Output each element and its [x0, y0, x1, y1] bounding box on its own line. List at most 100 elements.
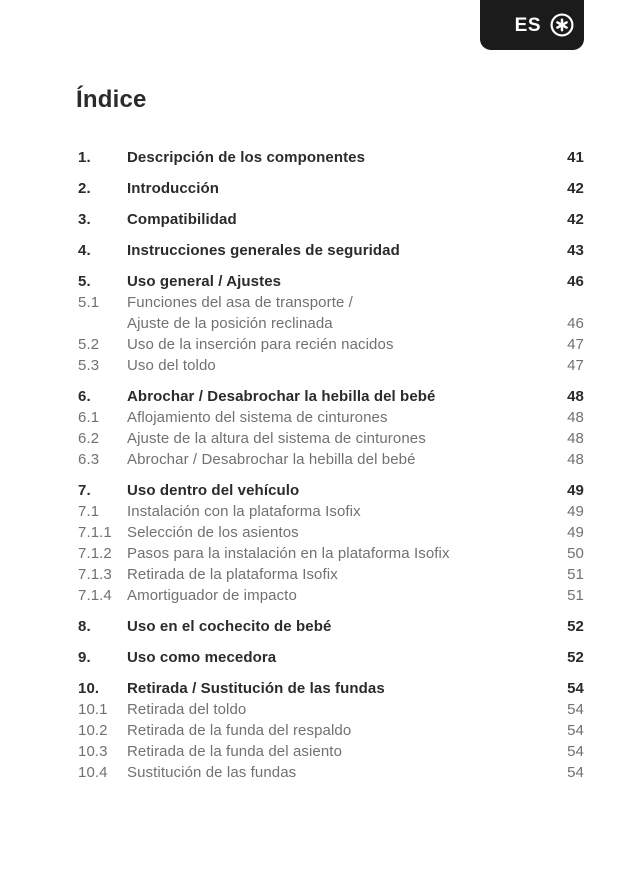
toc-subitem-title: Retirada de la plataforma Isofix	[127, 566, 338, 583]
toc-subitem-number: 7.1	[78, 503, 100, 520]
toc-subitem-row: 7.1.2 Pasos para la instalación en la pla…	[78, 543, 584, 564]
toc-subitem-page: 49	[567, 524, 584, 541]
toc-section-row: 4. Instrucciones generales de seguridad 43	[78, 240, 584, 261]
toc-subitem-title: Retirada de la funda del respaldo	[127, 722, 352, 739]
toc-section-page: 52	[567, 649, 584, 666]
toc-section-row: 8. Uso en el cochecito de bebé 52	[78, 616, 584, 637]
toc-section-title: Uso como mecedora	[127, 649, 277, 666]
toc-subitem-number: 10.2	[78, 722, 108, 739]
toc-subitem-page: 49	[567, 503, 584, 520]
toc-section-number: 5.	[78, 273, 91, 290]
toc-subitem-number: 6.2	[78, 430, 100, 447]
toc-section-title: Uso en el cochecito de bebé	[127, 618, 332, 635]
toc-subitem-title: Sustitución de las fundas	[127, 764, 297, 781]
toc-subitem-number: 6.1	[78, 409, 100, 426]
toc-section-row: 9. Uso como mecedora 52	[78, 647, 584, 668]
toc-section-number: 4.	[78, 242, 91, 259]
toc-section-page: 52	[567, 618, 584, 635]
toc-subitem-number: 5.1	[78, 294, 100, 311]
toc-section-page: 46	[567, 273, 584, 290]
toc-subitem-number: 7.1.4	[78, 587, 112, 604]
toc-section-row: 1. Descripción de los componentes 41	[78, 147, 584, 168]
toc-subitem-title: Ajuste de la altura del sistema de cintu…	[127, 430, 426, 447]
toc-section-title: Uso dentro del vehículo	[127, 482, 300, 499]
toc-subitem-title: Abrochar / Desabrochar la hebilla del be…	[127, 451, 416, 468]
toc-section-page: 41	[567, 149, 584, 166]
toc-section-number: 3.	[78, 211, 91, 228]
toc-subitem-title: Retirada de la funda del asiento	[127, 743, 343, 760]
toc-subitem-page: 54	[567, 764, 584, 781]
toc-subitem-page: 48	[567, 451, 584, 468]
toc-subitem-row: 10.1 Retirada del toldo 54	[78, 699, 584, 720]
toc-section-row: 3. Compatibilidad 42	[78, 209, 584, 230]
toc-section-number: 2.	[78, 180, 91, 197]
toc-section-title: Instrucciones generales de seguridad	[127, 242, 400, 259]
toc-section-row: 10. Retirada / Sustitución de las fundas 5…	[78, 678, 584, 699]
toc-subitem-title: Uso de la inserción para recién nacidos	[127, 336, 394, 353]
language-badge: ES	[480, 0, 584, 50]
toc-section-title: Retirada / Sustitución de las fundas	[127, 680, 385, 697]
toc-subitem-row: 7.1 Instalación con la plataforma Isofix 4…	[78, 501, 584, 522]
page-title: Índice	[76, 86, 147, 113]
toc-subitem-page: 46	[567, 315, 584, 332]
circled-asterisk-icon	[549, 12, 575, 38]
toc-subitem-number: 7.1.1	[78, 524, 112, 541]
toc-subitem-number: 10.4	[78, 764, 108, 781]
toc-section-title: Abrochar / Desabrochar la hebilla del be…	[127, 388, 436, 405]
toc-list: 1. Descripción de los componentes 41 2. Intr…	[78, 147, 584, 783]
toc-section-title: Introducción	[127, 180, 220, 197]
toc-subitem-title: Amortiguador de impacto	[127, 587, 297, 604]
toc-subitem-title: Retirada del toldo	[127, 701, 247, 718]
toc-subitem-page: 54	[567, 743, 584, 760]
toc-section-row: 6. Abrochar / Desabrochar la hebilla del …	[78, 386, 584, 407]
toc-section-row: 5. Uso general / Ajustes 46	[78, 271, 584, 292]
toc-subitem-title: Funciones del asa de transporte / Ajuste…	[127, 294, 353, 332]
toc-section-row: 7. Uso dentro del vehículo 49	[78, 480, 584, 501]
toc-subitem-row: 6.1 Aflojamiento del sistema de cinturone…	[78, 407, 584, 428]
toc-section-page: 54	[567, 680, 584, 697]
toc-subitem-title: Aflojamiento del sistema de cinturones	[127, 409, 388, 426]
toc-subitem-number: 5.3	[78, 357, 100, 374]
toc-subitem-page: 54	[567, 701, 584, 718]
toc-subitem-row: 10.2 Retirada de la funda del respaldo 54	[78, 720, 584, 741]
toc-subitem-row: 10.4 Sustitución de las fundas 54	[78, 762, 584, 783]
toc-subitem-number: 7.1.2	[78, 545, 112, 562]
toc-section-page: 48	[567, 388, 584, 405]
toc-section-number: 6.	[78, 388, 91, 405]
toc-section-number: 8.	[78, 618, 91, 635]
toc-section-title: Descripción de los componentes	[127, 149, 366, 166]
language-label: ES	[514, 14, 541, 36]
toc-subitem-title: Uso del toldo	[127, 357, 216, 374]
toc-subitem-number: 7.1.3	[78, 566, 112, 583]
toc-subitem-title: Pasos para la instalación en la platafor…	[127, 545, 450, 562]
toc-subitem-page: 48	[567, 430, 584, 447]
toc-section-page: 42	[567, 180, 584, 197]
toc-subitem-row: 10.3 Retirada de la funda del asiento 54	[78, 741, 584, 762]
toc-section-page: 49	[567, 482, 584, 499]
toc-section-row: 2. Introducción 42	[78, 178, 584, 199]
toc-subitem-row: 5.1 Funciones del asa de transporte / Aju…	[78, 292, 584, 334]
toc-subitem-page: 50	[567, 545, 584, 562]
toc-subitem-row: 5.2 Uso de la inserción para recién nacid…	[78, 334, 584, 355]
toc-subitem-number: 5.2	[78, 336, 100, 353]
toc-section-title: Compatibilidad	[127, 211, 237, 228]
toc-subitem-row: 5.3 Uso del toldo 47	[78, 355, 584, 376]
toc-subitem-page: 47	[567, 357, 584, 374]
toc-section-title: Uso general / Ajustes	[127, 273, 282, 290]
toc-subitem-number: 6.3	[78, 451, 100, 468]
toc-subitem-number: 10.1	[78, 701, 108, 718]
toc-section-page: 42	[567, 211, 584, 228]
toc-subitem-row: 7.1.3 Retirada de la plataforma Isofix 51	[78, 564, 584, 585]
toc-subitem-row: 6.2 Ajuste de la altura del sistema de ci…	[78, 428, 584, 449]
toc-subitem-row: 6.3 Abrochar / Desabrochar la hebilla del…	[78, 449, 584, 470]
toc-section-page: 43	[567, 242, 584, 259]
toc-subitem-page: 47	[567, 336, 584, 353]
toc-subitem-row: 7.1.4 Amortiguador de impacto 51	[78, 585, 584, 606]
toc-section-number: 9.	[78, 649, 91, 666]
toc-section-number: 10.	[78, 680, 100, 697]
toc-subitem-row: 7.1.1 Selección de los asientos 49	[78, 522, 584, 543]
toc-section-number: 7.	[78, 482, 91, 499]
toc-subitem-page: 54	[567, 722, 584, 739]
toc-subitem-page: 48	[567, 409, 584, 426]
toc-subitem-title: Selección de los asientos	[127, 524, 299, 541]
